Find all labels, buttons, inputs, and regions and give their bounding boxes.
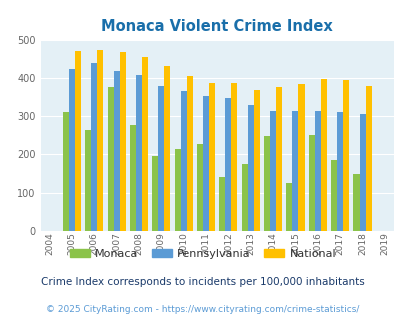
Bar — [253, 90, 259, 231]
Bar — [97, 50, 103, 231]
Bar — [342, 80, 348, 231]
Bar — [196, 144, 202, 231]
Bar — [275, 87, 281, 231]
Bar — [142, 57, 148, 231]
Bar — [107, 87, 113, 231]
Bar — [119, 52, 126, 231]
Bar — [314, 111, 320, 231]
Bar — [69, 69, 75, 231]
Bar — [225, 98, 231, 231]
Bar — [241, 164, 247, 231]
Bar — [308, 135, 314, 231]
Bar — [164, 66, 170, 231]
Bar — [286, 183, 292, 231]
Bar — [75, 51, 81, 231]
Bar — [63, 112, 69, 231]
Bar — [336, 112, 342, 231]
Text: © 2025 CityRating.com - https://www.cityrating.com/crime-statistics/: © 2025 CityRating.com - https://www.city… — [46, 305, 359, 314]
Bar — [113, 71, 119, 231]
Bar — [330, 160, 336, 231]
Legend: Monaca, Pennsylvania, National: Monaca, Pennsylvania, National — [65, 245, 340, 264]
Bar — [247, 106, 253, 231]
Bar — [174, 149, 180, 231]
Bar — [320, 79, 326, 231]
Bar — [85, 130, 91, 231]
Bar — [231, 83, 237, 231]
Bar — [91, 63, 97, 231]
Bar — [298, 84, 304, 231]
Bar — [202, 96, 209, 231]
Bar — [186, 76, 192, 231]
Bar — [358, 114, 364, 231]
Bar — [136, 75, 142, 231]
Bar — [180, 91, 186, 231]
Bar — [219, 178, 225, 231]
Bar — [130, 125, 136, 231]
Bar — [269, 111, 275, 231]
Bar — [158, 86, 164, 231]
Bar — [292, 111, 298, 231]
Title: Monaca Violent Crime Index: Monaca Violent Crime Index — [101, 19, 332, 34]
Text: Crime Index corresponds to incidents per 100,000 inhabitants: Crime Index corresponds to incidents per… — [41, 278, 364, 287]
Bar — [152, 155, 158, 231]
Bar — [364, 85, 371, 231]
Bar — [353, 174, 358, 231]
Bar — [209, 83, 215, 231]
Bar — [263, 136, 269, 231]
